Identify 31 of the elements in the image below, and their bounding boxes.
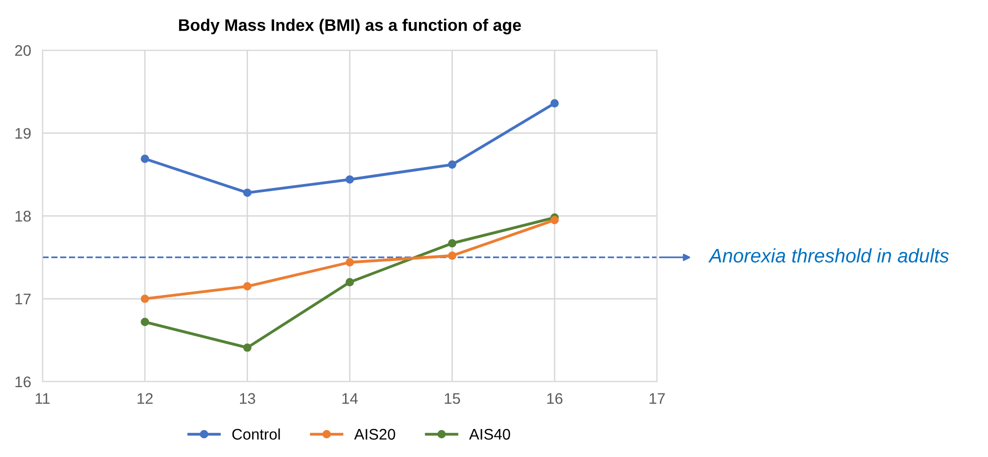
point xyxy=(140,318,150,326)
point xyxy=(346,175,354,184)
point xyxy=(140,294,150,303)
x-tick-label: 15 xyxy=(444,393,460,404)
x-tick-label: 12 xyxy=(138,393,153,404)
x-tick-label: 16 xyxy=(547,393,562,404)
ref-line-label: Anorexia threshold in adults xyxy=(708,248,949,263)
point xyxy=(243,282,252,291)
legend-label: AIS40 xyxy=(469,428,510,440)
point xyxy=(243,343,252,352)
x-tick-label: 13 xyxy=(240,393,256,404)
y-tick-label: 19 xyxy=(16,128,31,139)
legend-label: AIS20 xyxy=(354,428,396,440)
legend-label: Control xyxy=(232,428,280,440)
point xyxy=(140,154,150,163)
x-tick-label: 17 xyxy=(650,393,665,404)
point xyxy=(550,216,559,224)
y-tick-label: 16 xyxy=(16,376,31,388)
y-tick-label: 20 xyxy=(15,45,31,56)
point xyxy=(346,278,354,286)
point xyxy=(243,188,252,197)
point xyxy=(448,160,456,169)
y-tick-label: 18 xyxy=(16,210,31,222)
chart-title: Body Mass Index (BMI) as a function of age xyxy=(179,18,521,34)
y-tick-label: 17 xyxy=(16,294,31,304)
x-tick-label: 14 xyxy=(342,393,358,404)
point xyxy=(448,239,456,248)
x-tick-label: 11 xyxy=(36,393,50,404)
point xyxy=(550,99,559,108)
point xyxy=(448,252,456,260)
point xyxy=(346,258,354,266)
